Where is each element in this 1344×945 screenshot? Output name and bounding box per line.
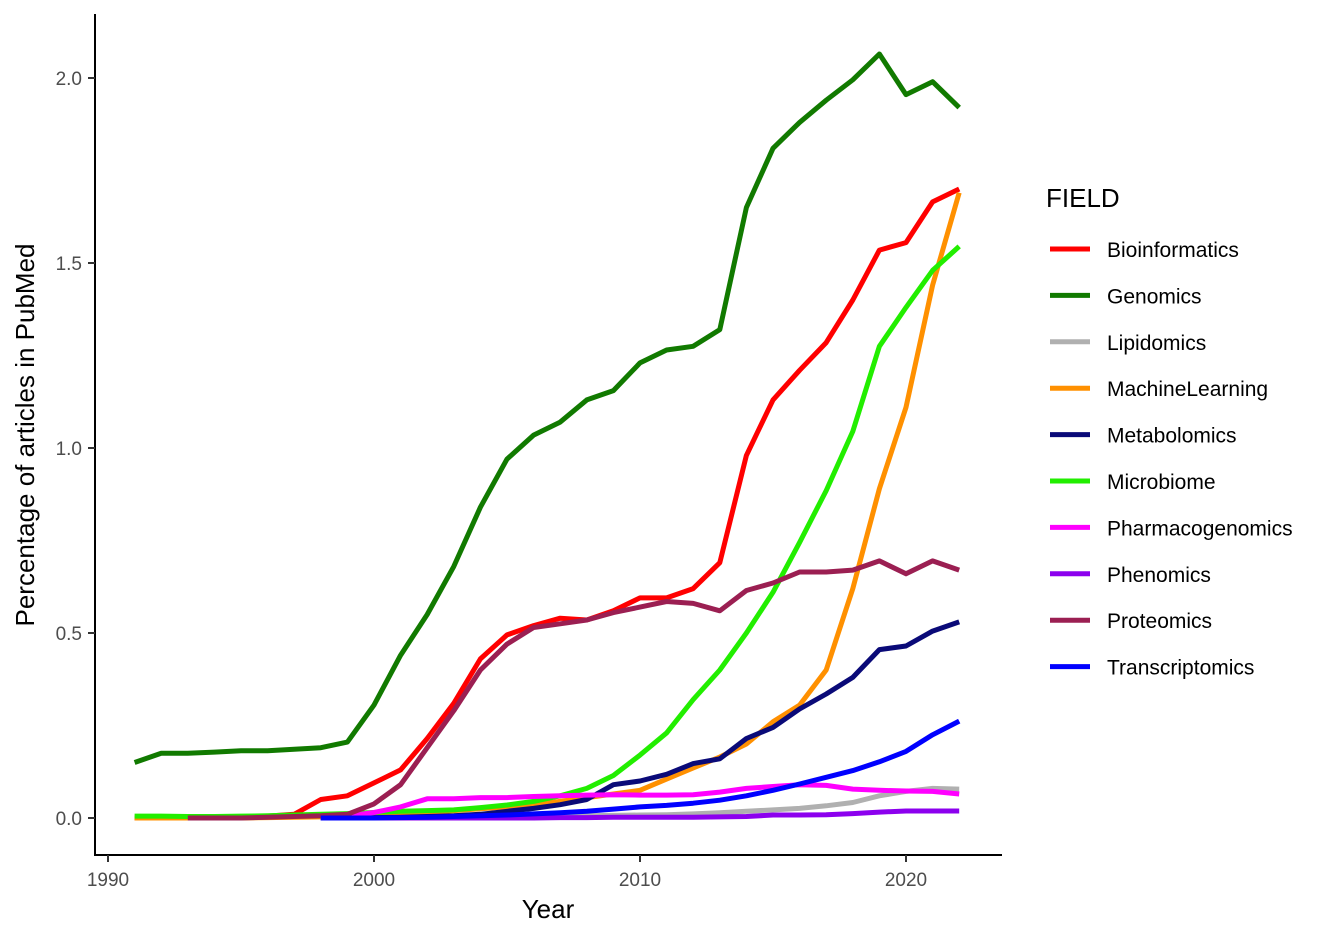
legend-label-genomics: Genomics — [1107, 285, 1202, 308]
legend: FIELD Bioinformatics Genomics Lipidomics Ma… — [1046, 183, 1293, 680]
legend-label-lipidomics: Lipidomics — [1107, 332, 1206, 355]
axes — [94, 14, 1002, 856]
legend-label-machinelearning: MachineLearning — [1107, 378, 1268, 401]
legend-label-transcriptomics: Transcriptomics — [1107, 657, 1254, 680]
x-tick-label: 1990 — [87, 870, 129, 891]
y-tick-label: 0.5 — [56, 624, 82, 645]
series-line-bioinformatics — [134, 186, 961, 821]
y-axis-title: Percentage of articles in PubMed — [10, 244, 40, 627]
legend-label-phenomics: Phenomics — [1107, 564, 1211, 587]
series-line-proteomics — [187, 558, 961, 821]
x-ticks: 1990 2000 2010 2020 — [87, 855, 927, 891]
series-line-pharmacogenomics — [320, 782, 960, 820]
x-tick-label: 2020 — [885, 870, 927, 891]
legend-title: FIELD — [1046, 183, 1120, 213]
y-tick-label: 1.5 — [56, 254, 82, 275]
y-ticks: 0.0 0.5 1.0 1.5 2.0 — [56, 69, 95, 830]
plot-lines — [133, 51, 962, 821]
series-line-machinelearning — [134, 192, 962, 821]
legend-label-proteomics: Proteomics — [1107, 610, 1212, 633]
legend-label-microbiome: Microbiome — [1107, 471, 1216, 494]
x-tick-label: 2010 — [619, 870, 661, 891]
y-tick-label: 1.0 — [56, 439, 82, 460]
legend-label-bioinformatics: Bioinformatics — [1107, 239, 1239, 262]
y-tick-label: 2.0 — [56, 69, 82, 90]
y-tick-label: 0.0 — [56, 809, 82, 830]
x-axis-title: Year — [522, 894, 575, 924]
legend-label-metabolomics: Metabolomics — [1107, 425, 1237, 448]
series-line-transcriptomics — [320, 718, 961, 821]
series-line-genomics — [133, 51, 961, 765]
x-tick-label: 2000 — [353, 870, 395, 891]
legend-label-pharmacogenomics: Pharmacogenomics — [1107, 517, 1293, 540]
